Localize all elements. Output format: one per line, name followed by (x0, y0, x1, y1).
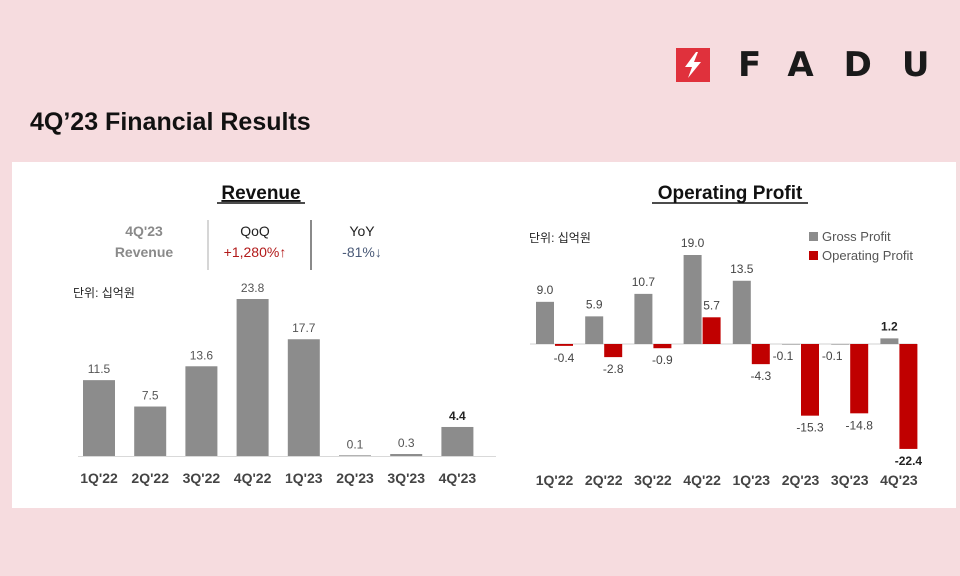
revenue-category-label-6: 2Q'23 (336, 470, 374, 486)
op-bar-gross-6 (782, 344, 800, 345)
legend-swatch-gross-profit (809, 232, 818, 241)
legend-label-operating-profit: Operating Profit (822, 248, 913, 263)
op-bar-gross-2 (585, 316, 604, 344)
op-value-label-gross-1: 9.0 (537, 283, 554, 297)
op-bar-gross-4 (683, 255, 702, 344)
op-value-label-gross-2: 5.9 (586, 297, 603, 311)
op-category-label-5: 1Q'23 (733, 472, 771, 488)
summary-label-line2: Revenue (115, 244, 174, 260)
op-bar-gross-7 (831, 344, 850, 345)
op-bar-gross-8 (880, 338, 899, 344)
op-value-label-operating-8: -22.4 (895, 454, 923, 468)
revenue-bar-2 (134, 406, 167, 456)
brand-name: FADU (738, 45, 960, 85)
op-value-label-operating-1: -0.4 (554, 351, 575, 365)
op-bar-operating-5 (751, 344, 770, 365)
charts-svg: Revenue 4Q'23 Revenue QoQ +1,280%↑ YoY -… (73, 183, 922, 488)
bolt-icon (676, 48, 710, 82)
revenue-value-label-1: 11.5 (88, 362, 111, 376)
qoq-label: QoQ (240, 223, 270, 239)
revenue-value-label-5: 17.7 (292, 321, 316, 335)
op-value-label-operating-7: -14.8 (846, 418, 874, 432)
op-bar-operating-1 (555, 344, 573, 346)
qoq-value: +1,280%↑ (224, 244, 287, 260)
revenue-category-label-4: 4Q'22 (234, 470, 272, 486)
op-value-label-gross-7: -0.1 (822, 349, 843, 363)
op-value-label-gross-8: 1.2 (881, 319, 898, 333)
revenue-title: Revenue (221, 183, 300, 204)
op-category-label-2: 2Q'22 (585, 472, 623, 488)
revenue-bar-4 (236, 299, 269, 456)
op-bar-operating-6 (801, 344, 819, 416)
legend-swatch-operating-profit (809, 251, 818, 260)
op-value-label-gross-5: 13.5 (730, 262, 754, 276)
yoy-value: -81%↓ (342, 244, 382, 260)
summary-label-line1: 4Q'23 (125, 223, 163, 239)
op-bar-gross-5 (732, 280, 751, 344)
revenue-value-label-4: 23.8 (241, 281, 265, 295)
op-value-label-gross-4: 19.0 (681, 236, 705, 250)
revenue-bar-5 (287, 339, 320, 456)
operating-profit-chart: 9.0 -0.4 1Q'22 5.9 -2.8 2Q'22 10.7 -0.9 3Q'22 19.… (530, 236, 922, 488)
op-category-label-7: 3Q'23 (831, 472, 869, 488)
op-bar-operating-2 (604, 344, 623, 358)
op-category-label-4: 4Q'22 (683, 472, 721, 488)
revenue-bar-7 (390, 454, 423, 456)
op-bar-operating-7 (850, 344, 869, 414)
revenue-unit-label: 단위: 십억원 (73, 286, 135, 300)
revenue-value-label-7: 0.3 (398, 436, 415, 450)
op-bar-gross-1 (536, 301, 554, 344)
revenue-value-label-8: 4.4 (449, 409, 466, 423)
revenue-bar-3 (185, 366, 218, 456)
op-bar-operating-8 (899, 344, 918, 449)
op-value-label-operating-6: -15.3 (796, 421, 824, 435)
op-title: Operating Profit (658, 183, 803, 204)
op-category-label-3: 3Q'22 (634, 472, 672, 488)
op-category-label-6: 2Q'23 (782, 472, 820, 488)
page-title: 4Q’23 Financial Results (30, 108, 311, 136)
yoy-label: YoY (349, 223, 375, 239)
op-bar-operating-4 (702, 317, 721, 344)
op-unit-label: 단위: 십억원 (529, 231, 591, 245)
revenue-bar-1 (83, 380, 115, 456)
revenue-value-label-6: 0.1 (347, 437, 364, 451)
revenue-category-label-2: 2Q'22 (131, 470, 169, 486)
revenue-category-label-8: 4Q'23 (439, 470, 477, 486)
revenue-chart: 11.5 1Q'22 7.5 2Q'22 13.6 3Q'22 23.8 4Q'22 17.7 1… (78, 281, 496, 486)
revenue-category-label-1: 1Q'22 (80, 470, 118, 486)
brand-logo: FADU (676, 40, 959, 90)
revenue-bar-8 (441, 426, 474, 456)
op-category-label-1: 1Q'22 (536, 472, 574, 488)
charts-panel: Revenue 4Q'23 Revenue QoQ +1,280%↑ YoY -… (12, 162, 956, 508)
legend-label-gross-profit: Gross Profit (822, 229, 891, 244)
op-bar-gross-3 (634, 293, 653, 344)
revenue-category-label-5: 1Q'23 (285, 470, 323, 486)
revenue-value-label-3: 13.6 (190, 348, 214, 362)
op-value-label-operating-5: -4.3 (750, 369, 771, 383)
revenue-category-label-3: 3Q'22 (183, 470, 221, 486)
op-value-label-gross-6: -0.1 (773, 349, 794, 363)
op-value-label-gross-3: 10.7 (632, 275, 656, 289)
op-category-label-8: 4Q'23 (880, 472, 918, 488)
op-value-label-operating-2: -2.8 (603, 362, 624, 376)
op-value-label-operating-4: 5.7 (703, 298, 720, 312)
op-value-label-operating-3: -0.9 (652, 353, 673, 367)
revenue-bar-6 (339, 455, 371, 456)
op-bar-operating-3 (653, 344, 672, 349)
revenue-category-label-7: 3Q'23 (387, 470, 425, 486)
revenue-value-label-2: 7.5 (142, 389, 159, 403)
